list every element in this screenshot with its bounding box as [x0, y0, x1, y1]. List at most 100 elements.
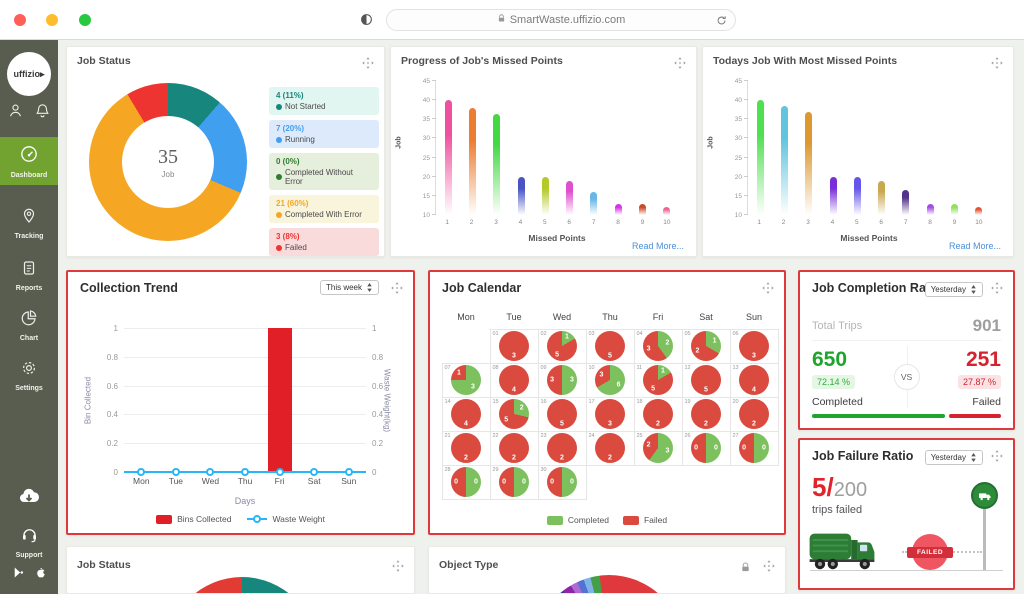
legend-item[interactable]: 7 (20%) Running — [269, 120, 379, 148]
calendar-day-header: Wed — [552, 312, 572, 322]
calendar-cell[interactable]: 01 3 — [489, 328, 539, 364]
ground-line — [810, 570, 1003, 571]
period-value: Yesterday — [930, 453, 966, 462]
maximize-window-button[interactable] — [79, 14, 91, 26]
gauge-icon — [19, 144, 39, 169]
legend-item[interactable]: 3 (8%) Failed — [269, 228, 379, 256]
calendar-cell[interactable]: 27 0 0 — [729, 430, 779, 466]
calendar-cell[interactable]: 23 2 — [537, 430, 587, 466]
x-tick-label: Thu — [237, 476, 253, 486]
calendar-pie: 3 — [739, 331, 769, 361]
calendar-pie: 3 — [499, 331, 529, 361]
reload-icon[interactable] — [716, 15, 727, 29]
read-more-link[interactable]: Read More... — [631, 241, 684, 251]
x-tick-label: 9 — [640, 219, 645, 226]
calendar-cell[interactable]: 29 0 0 — [489, 464, 539, 500]
period-select[interactable]: Yesterday — [924, 450, 983, 465]
calendar-cell[interactable]: 28 0 0 — [441, 464, 491, 500]
move-icon[interactable] — [392, 559, 404, 572]
x-tick-label: 10 — [663, 219, 671, 226]
sidebar-item-dashboard[interactable]: Dashboard — [0, 137, 58, 185]
cloud-download-button[interactable] — [0, 477, 58, 507]
legend-item[interactable]: Bins Collected — [156, 514, 231, 524]
calendar-day-header: Sun — [745, 312, 762, 322]
calendar-cell[interactable]: 15 2 5 — [489, 396, 539, 432]
y-tick-label: 15 — [422, 192, 430, 200]
calendar-cell[interactable]: 07 3 1 — [441, 362, 491, 398]
calendar-cell[interactable]: 02 1 5 — [537, 328, 587, 364]
calendar-cell[interactable]: 22 2 — [489, 430, 539, 466]
address-bar[interactable]: SmartWaste.uffizio.com — [386, 9, 736, 31]
move-icon[interactable] — [991, 449, 1003, 462]
legend-item[interactable]: 21 (60%) Completed With Error — [269, 195, 379, 223]
calendar-cell[interactable]: 04 2 3 — [633, 328, 683, 364]
calendar-cell[interactable]: 21 2 — [441, 430, 491, 466]
card-job-status-bottom: Job Status — [66, 546, 415, 594]
calendar-cell[interactable]: 24 2 — [585, 430, 635, 466]
legend-item[interactable]: 4 (11%) Not Started — [269, 87, 379, 115]
sidebar-item-tracking[interactable]: Tracking — [0, 200, 58, 246]
close-window-button[interactable] — [14, 14, 26, 26]
bar — [951, 203, 959, 215]
calendar-cell[interactable]: 30 0 0 — [537, 464, 587, 500]
bar — [517, 176, 525, 215]
calendar-cell[interactable]: 13 4 — [729, 362, 779, 398]
sidebar-item-support[interactable]: Support — [0, 518, 58, 562]
uffizio-logo[interactable]: uffizio▸ — [7, 52, 51, 96]
calendar-cell[interactable]: 18 2 — [633, 396, 683, 432]
legend-item[interactable]: 0 (0%) Completed Without Error — [269, 153, 379, 190]
calendar-cell[interactable]: 20 2 — [729, 396, 779, 432]
collection-trend-chart: 1 1 0.8 0.8 0.6 0.6 0.4 0.4 0.2 0.2 0 0 — [107, 324, 383, 477]
card-title: Job Calendar — [442, 281, 522, 295]
bar — [902, 190, 910, 215]
read-more-link[interactable]: Read More... — [948, 241, 1001, 251]
y-tick-label: 1 — [372, 324, 377, 333]
lock-icon[interactable] — [740, 560, 751, 572]
move-icon[interactable] — [763, 559, 775, 572]
move-icon[interactable] — [391, 281, 403, 294]
period-select[interactable]: This week — [319, 280, 379, 295]
calendar-cell[interactable]: 10 6 3 — [585, 362, 635, 398]
sidebar-label: Reports — [15, 285, 43, 292]
calendar-cell[interactable]: 14 4 — [441, 396, 491, 432]
legend-item[interactable]: Waste Weight — [247, 514, 325, 524]
move-icon[interactable] — [362, 56, 374, 69]
bell-icon[interactable] — [34, 102, 51, 124]
card-title: Progress of Job's Missed Points — [401, 55, 563, 67]
chart-legend: Bins Collected Waste Weight — [68, 514, 413, 524]
move-icon[interactable] — [762, 281, 774, 294]
calendar-cell[interactable]: 06 3 — [729, 328, 779, 364]
calendar-cell[interactable]: 25 3 2 — [633, 430, 683, 466]
minimize-window-button[interactable] — [46, 14, 58, 26]
calendar-day-header: Thu — [602, 312, 618, 322]
calendar-cell[interactable]: 17 3 — [585, 396, 635, 432]
calendar-cell[interactable]: 19 2 — [681, 396, 731, 432]
sidebar-item-settings[interactable]: Settings — [0, 352, 58, 398]
completed-label: Completed — [812, 396, 863, 408]
sidebar-item-chart[interactable]: Chart — [0, 302, 58, 348]
completed-bar — [812, 414, 946, 418]
period-select[interactable]: Yesterday — [924, 282, 983, 297]
y-axis-label: Job — [395, 136, 403, 149]
calendar-cell[interactable]: 16 5 — [537, 396, 587, 432]
user-icon[interactable] — [7, 102, 24, 124]
calendar-cell[interactable]: 12 5 — [681, 362, 731, 398]
move-icon[interactable] — [991, 281, 1003, 294]
job-status-pie-chart — [167, 577, 317, 593]
move-icon[interactable] — [991, 56, 1003, 69]
gear-icon — [20, 359, 38, 382]
move-icon[interactable] — [674, 56, 686, 69]
sidebar-item-reports[interactable]: Reports — [0, 252, 58, 298]
calendar-cell[interactable]: 09 3 3 — [537, 362, 587, 398]
apple-icon[interactable] — [33, 566, 47, 585]
calendar-cell[interactable]: 03 5 — [585, 328, 635, 364]
calendar-cell[interactable]: 11 1 5 — [633, 362, 683, 398]
y-tick-label: 15 — [734, 192, 742, 200]
calendar-cell[interactable]: 08 4 — [489, 362, 539, 398]
privacy-shield-icon[interactable] — [360, 13, 373, 31]
y-tick-label: 0 — [372, 468, 377, 477]
google-play-icon[interactable] — [12, 566, 25, 585]
calendar-cell[interactable]: 26 0 0 — [681, 430, 731, 466]
calendar-cell[interactable]: 05 1 2 — [681, 328, 731, 364]
